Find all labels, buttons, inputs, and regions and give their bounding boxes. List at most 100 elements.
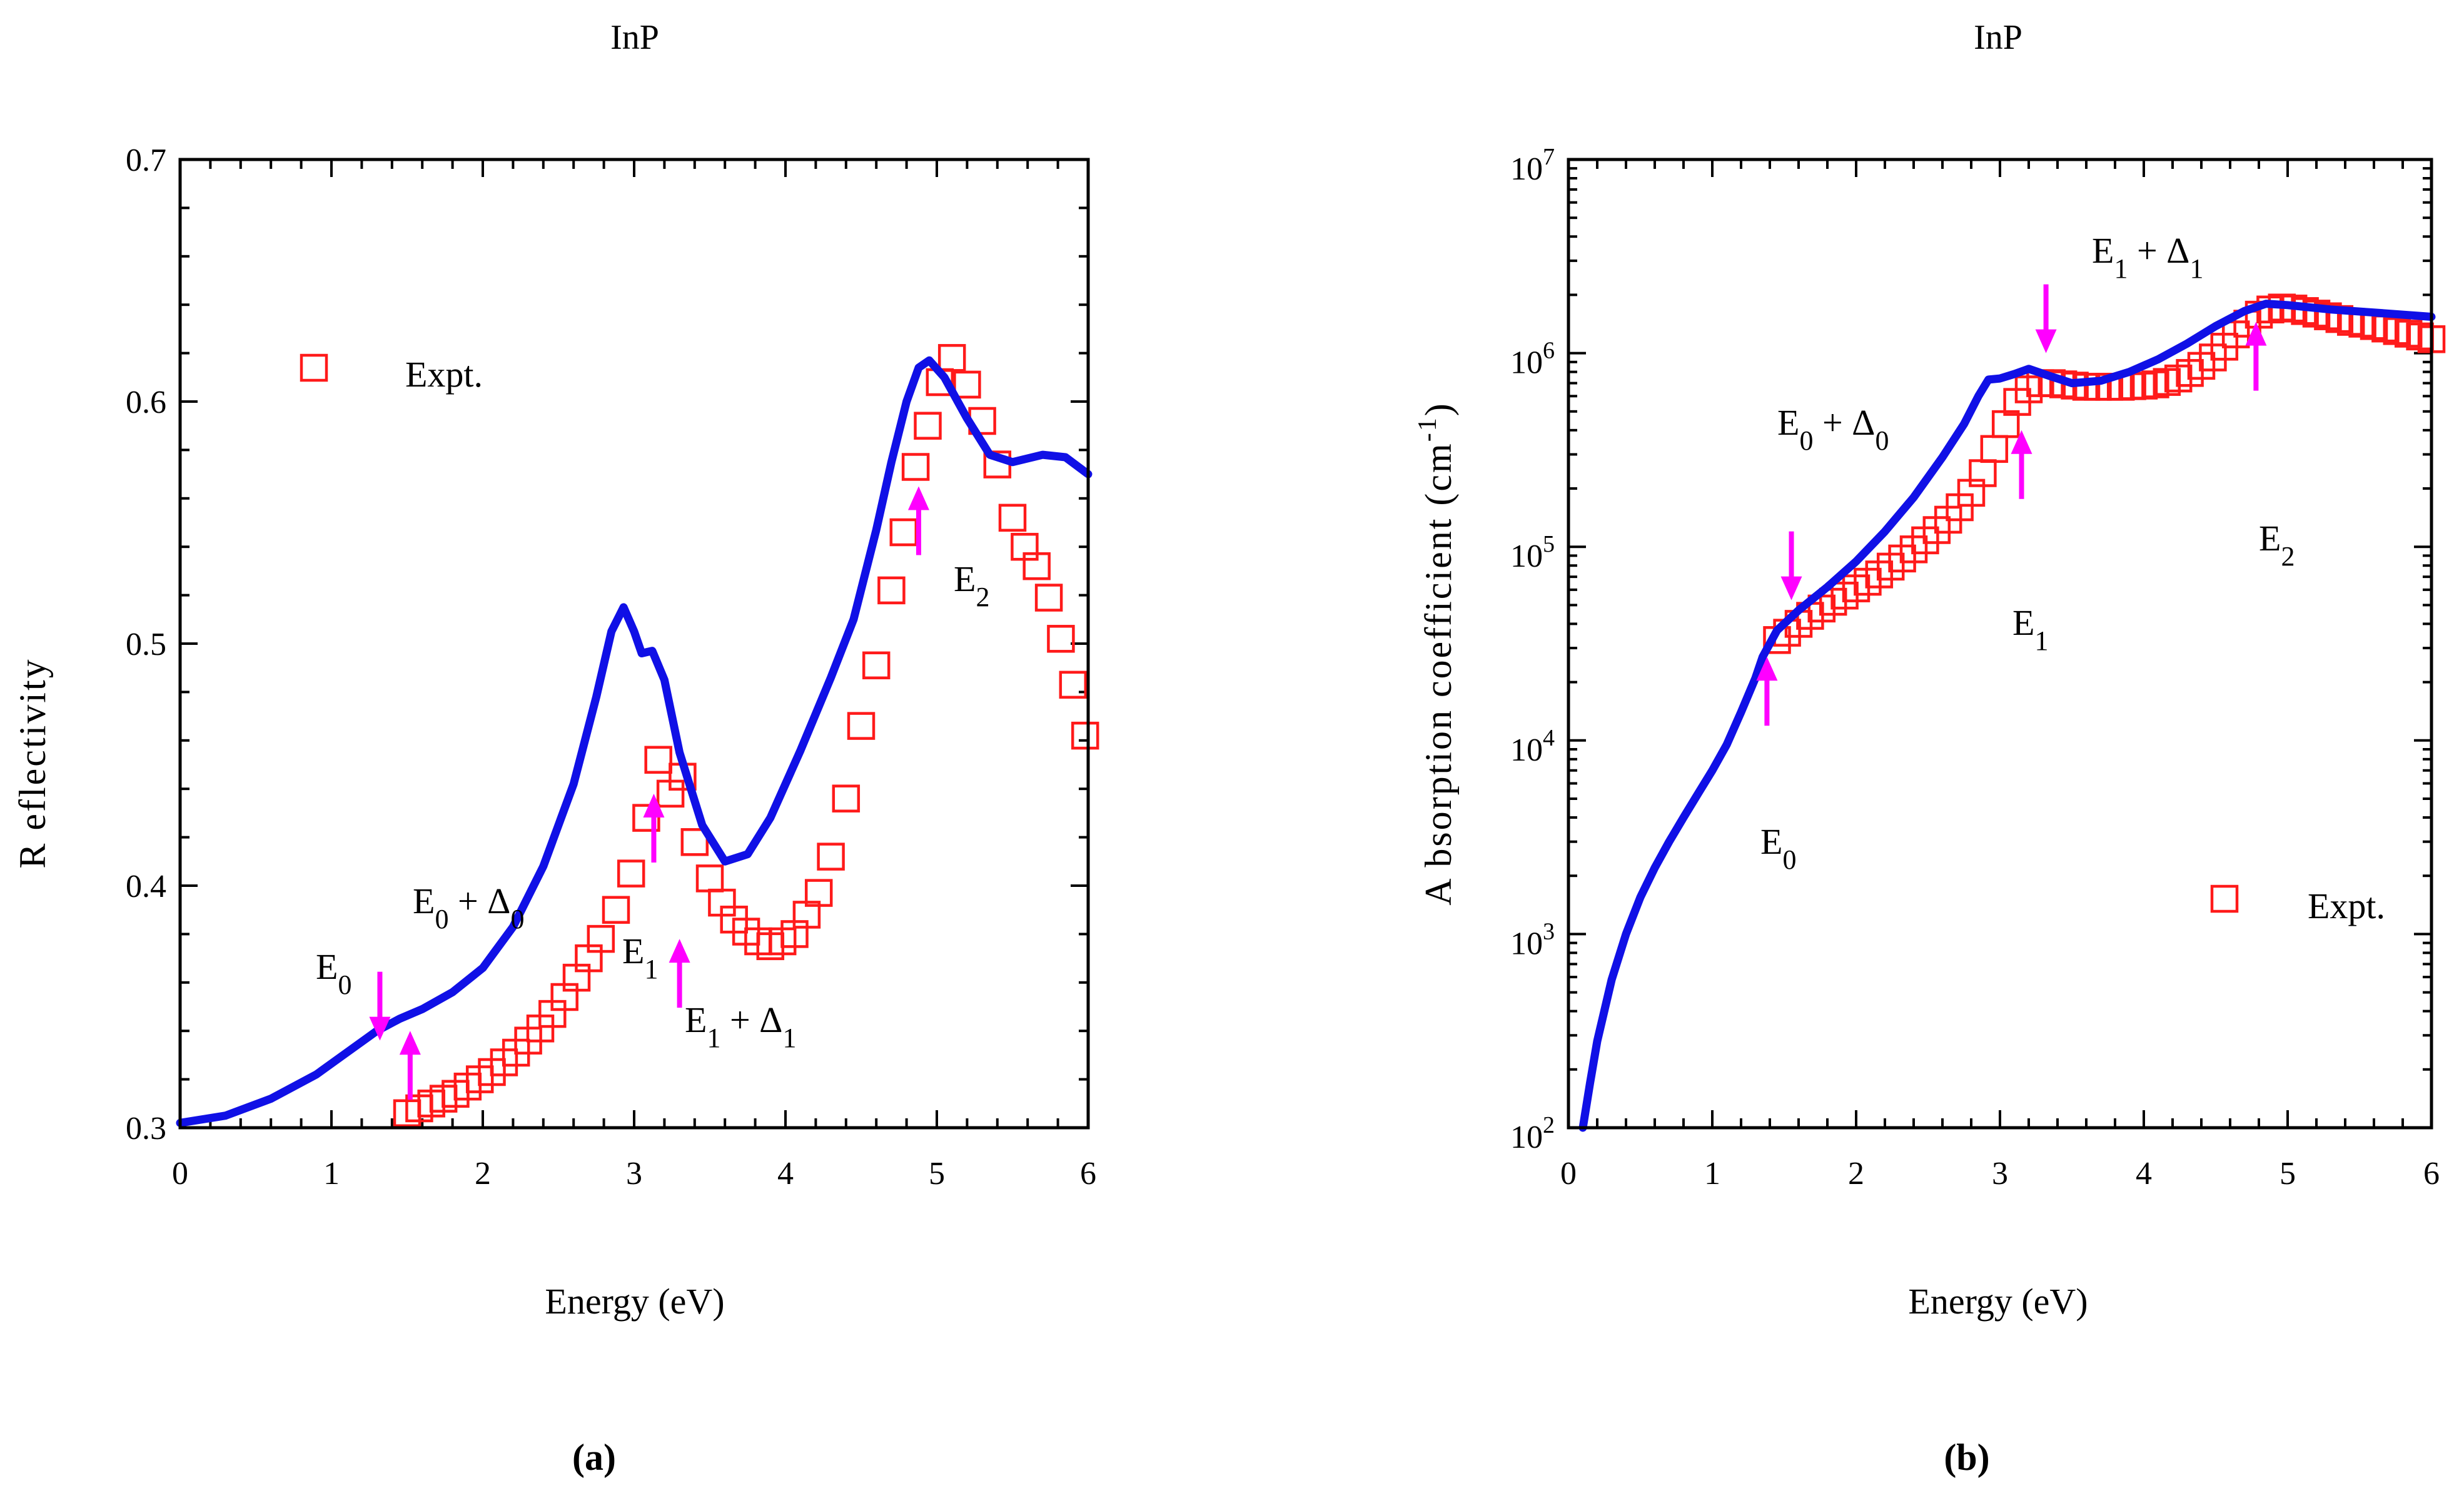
panel-b-transition-arrows (1756, 284, 2267, 726)
annotation-e0-delta0: E0 + Δ0 (413, 881, 524, 934)
panel-a-legend-label: Expt. (405, 354, 483, 395)
panel-b-ytick-label: 106 (1510, 338, 1555, 381)
panel-a-y-axis-label: R eflectivity (12, 657, 53, 868)
a-arrow-down (369, 971, 391, 1041)
panel-b-xtick-label: 6 (2423, 1156, 2440, 1192)
panel-a-title: InP (610, 18, 659, 57)
a-expt-point (1047, 625, 1075, 653)
panel-b-legend-marker (2210, 884, 2239, 913)
panel-a-xtick-label: 0 (172, 1156, 188, 1192)
panel-b-annotations: E0 E0 + Δ0 E1 E1 + Δ1 E2 (1760, 230, 2295, 875)
panel-b-xtick-label: 5 (2280, 1156, 2296, 1192)
panel-b-xtick-label: 2 (1848, 1156, 1864, 1192)
panel-b-ytick-label: 104 (1510, 725, 1555, 768)
a-expt-point (937, 344, 966, 372)
panel-a-annotations: E0 E0 + Δ0 E1 E1 + Δ1 E2 (316, 559, 989, 1053)
panel-a-ytick-label: 0.6 (126, 385, 166, 420)
annotation-e1-delta1: E1 + Δ1 (685, 1000, 796, 1053)
panel-b-xtick-label: 0 (1560, 1156, 1577, 1192)
panel-a-x-axis-label: Energy (eV) (545, 1281, 724, 1322)
a-expt-point (695, 864, 724, 893)
annotation-e0-delta0: E0 + Δ0 (1777, 402, 1889, 456)
a-expt-point (1059, 671, 1088, 699)
panel-a-caption: (a) (572, 1437, 616, 1478)
panel-b-tick-labels: 0 1 2 3 4 5 6 102 103 104 105 106 107 (1510, 144, 2440, 1192)
a-expt-point (587, 924, 615, 953)
panel-a-transition-arrows (369, 486, 929, 1100)
b-arrow-up (2011, 430, 2032, 499)
a-expt-point (847, 712, 876, 740)
a-expt-point (953, 370, 981, 399)
a-expt-point (632, 804, 660, 832)
panel-a-plot-frame (178, 158, 1090, 1130)
a-arrow-up (643, 793, 665, 863)
panel-a-tick-labels: 0 1 2 3 4 5 6 0.3 0.4 0.5 0.6 0.7 (126, 143, 1096, 1192)
a-expt-point (901, 453, 930, 481)
panel-a-calculated-curve (176, 356, 1093, 1127)
b-arrow-up (2245, 321, 2267, 391)
a-expt-point (832, 784, 861, 812)
panel-b-ytick-label: 105 (1510, 531, 1555, 574)
b-arrow-up (1756, 657, 1778, 726)
annotation-e1: E1 (2012, 602, 2048, 656)
a-expt-point (617, 859, 645, 888)
annotation-e2: E2 (954, 559, 989, 612)
panel-a-expt-markers (393, 344, 1099, 1128)
b-expt-point (1980, 435, 2009, 463)
panel-a-xtick-label: 3 (626, 1156, 642, 1192)
a-arrow-up (669, 939, 690, 1008)
panel-b-calculated-curve (1578, 300, 2436, 1132)
panel-b-xtick-label: 4 (2136, 1156, 2152, 1192)
panel-a-legend-marker (300, 353, 328, 382)
a-expt-point (877, 576, 906, 605)
panel-b-plot-frame (1567, 158, 2433, 1130)
panel-b-xtick-label: 1 (1704, 1156, 1720, 1192)
annotation-e0: E0 (316, 946, 351, 1000)
panel-a-ytick-label: 0.4 (126, 869, 166, 904)
a-expt-point (1071, 721, 1099, 750)
panel-b-legend: Expt. (2210, 884, 2385, 926)
a-expt-point (889, 518, 918, 547)
a-expt-point (914, 412, 942, 440)
panel-a-reflectivity: InP R eflectivity Energy (eV) (a) 0 1 2 … (12, 18, 1099, 1478)
panel-a-ytick-label: 0.5 (126, 627, 166, 662)
panel-b-legend-label: Expt. (2308, 886, 2385, 926)
panel-b-expt-markers (1763, 293, 2446, 654)
panel-b-absorption: InP A bsorption coefficient (cm-1) Energ… (1413, 18, 2446, 1478)
panel-a-xtick-label: 2 (475, 1156, 491, 1192)
a-expt-point (680, 828, 709, 856)
annotation-e2: E2 (2259, 518, 2295, 572)
annotation-e1: E1 (622, 931, 658, 984)
panel-b-title: InP (1974, 18, 2022, 57)
a-calculated-line (176, 356, 1093, 1127)
a-expt-point (804, 879, 833, 907)
panel-b-ytick-label: 107 (1510, 144, 1555, 187)
panel-a-xtick-label: 5 (929, 1156, 945, 1192)
b-arrow-down (2035, 284, 2057, 353)
panel-b-xtick-label: 3 (1992, 1156, 2008, 1192)
a-arrow-up (399, 1031, 421, 1100)
panel-b-x-axis-label: Energy (eV) (1908, 1281, 2088, 1322)
a-expt-point (1022, 552, 1051, 580)
a-arrow-up (907, 486, 929, 555)
panel-a-ytick-label: 0.7 (126, 143, 166, 178)
a-expt-point (644, 746, 672, 774)
panel-b-y-axis-label: A bsorption coefficient (cm-1) (1413, 402, 1459, 905)
panel-a-ytick-label: 0.3 (126, 1111, 166, 1146)
a-expt-point (862, 651, 891, 680)
a-expt-point (817, 843, 845, 871)
b-arrow-down (1780, 531, 1802, 600)
panel-b-ytick-label: 102 (1510, 1112, 1555, 1155)
panel-a-xtick-label: 6 (1080, 1156, 1096, 1192)
a-expt-point (602, 896, 630, 924)
a-expt-point (998, 504, 1027, 532)
b-calculated-line (1578, 300, 2436, 1132)
panel-a-xtick-label: 1 (323, 1156, 340, 1192)
panel-a-legend: Expt. (300, 353, 483, 395)
annotation-e0: E0 (1760, 821, 1796, 875)
panel-b-caption: (b) (1944, 1437, 1989, 1478)
panel-b-ytick-label: 103 (1510, 918, 1555, 961)
a-expt-point (1034, 584, 1063, 612)
panel-a-xtick-label: 4 (777, 1156, 794, 1192)
